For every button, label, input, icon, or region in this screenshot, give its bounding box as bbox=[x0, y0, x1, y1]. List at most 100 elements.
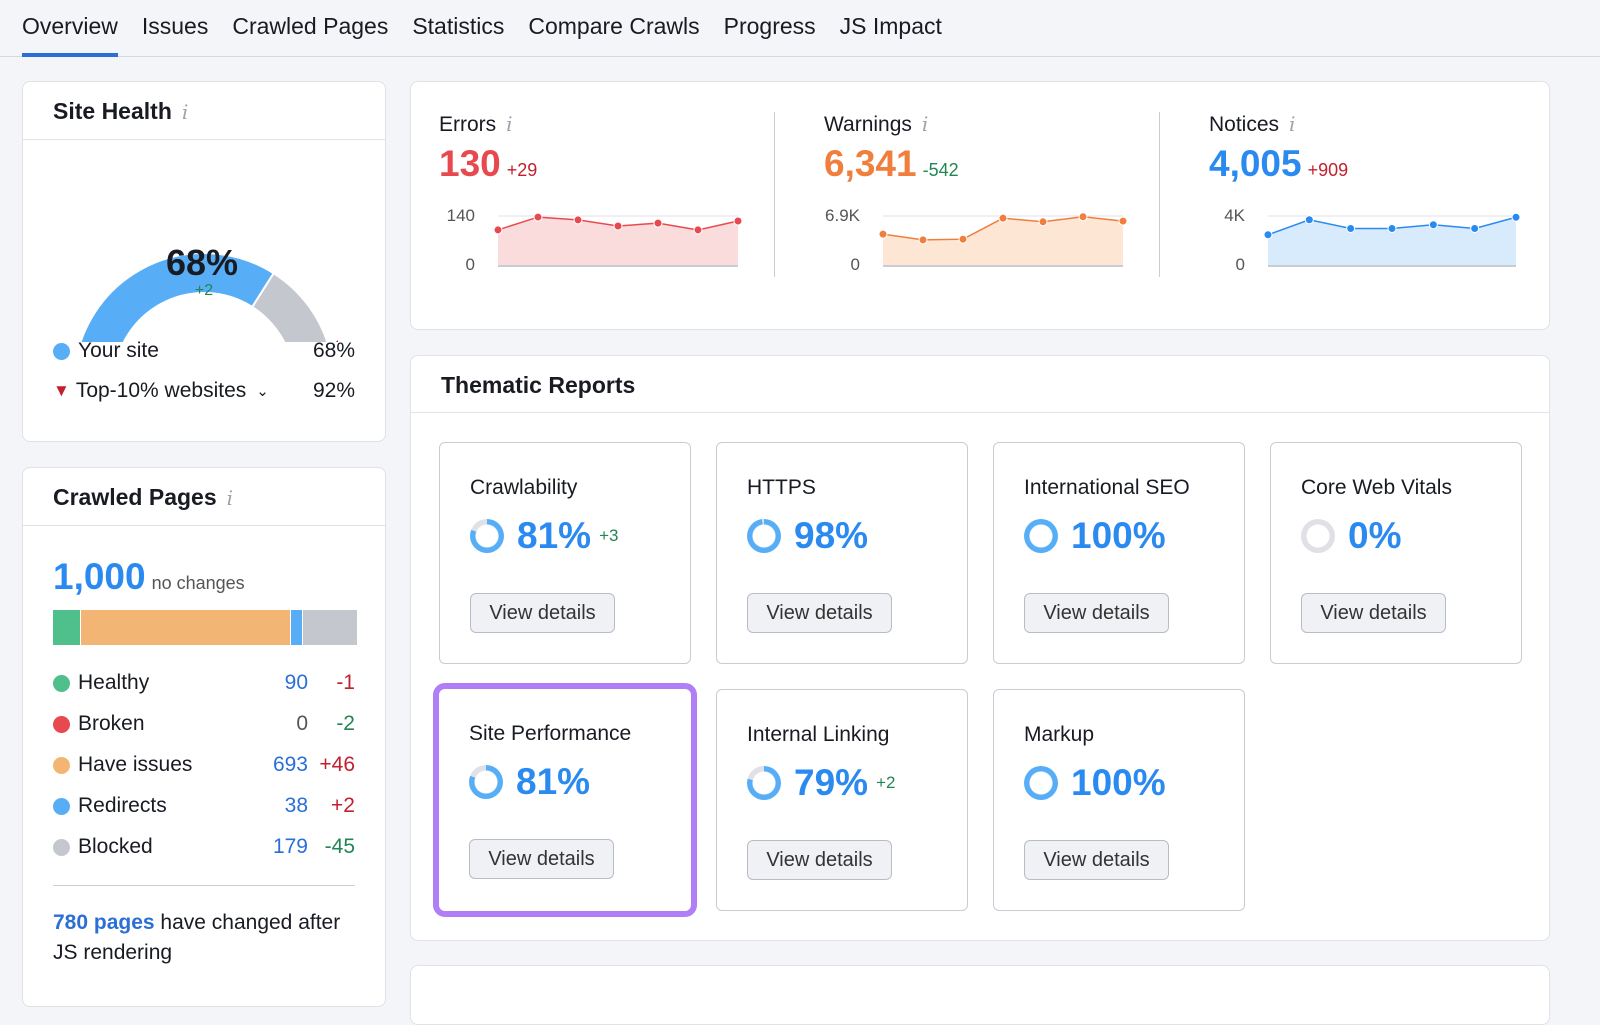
data-point bbox=[1078, 212, 1088, 222]
report-core-web-vitals[interactable]: Core Web Vitals 0% View details bbox=[1270, 442, 1522, 664]
sparkline-warnings bbox=[878, 212, 1128, 267]
divider bbox=[1159, 112, 1160, 277]
view-details-button[interactable]: View details bbox=[1024, 840, 1169, 880]
item-value[interactable]: 0 bbox=[296, 712, 308, 735]
view-details-button[interactable]: View details bbox=[747, 840, 892, 880]
view-details-button[interactable]: View details bbox=[470, 593, 615, 633]
y-tick-max: 140 bbox=[446, 206, 475, 225]
view-details-button[interactable]: View details bbox=[747, 593, 892, 633]
report-name: HTTPS bbox=[747, 476, 816, 499]
item-value[interactable]: 90 bbox=[284, 671, 308, 694]
bar-segment-redirects[interactable] bbox=[290, 610, 303, 645]
crawled-item[interactable]: Healthy 90 -1 bbox=[53, 671, 355, 695]
bar-segment-healthy[interactable] bbox=[53, 610, 81, 645]
item-delta: -1 bbox=[336, 671, 355, 694]
tab-compare-crawls[interactable]: Compare Crawls bbox=[528, 13, 700, 39]
crawled-pages-bar bbox=[53, 610, 357, 645]
legend-top10[interactable]: ▼ Top-10% websites ⌄ 92% bbox=[53, 379, 355, 403]
top10-marker-icon bbox=[335, 340, 339, 342]
sparkline-errors bbox=[493, 212, 743, 267]
view-details-button[interactable]: View details bbox=[1024, 593, 1169, 633]
bar-segment-have-issues[interactable] bbox=[81, 610, 290, 645]
item-delta: -2 bbox=[336, 712, 355, 735]
report-markup[interactable]: Markup 100% View details bbox=[993, 689, 1245, 911]
tab-issues[interactable]: Issues bbox=[141, 13, 209, 39]
metric-value[interactable]: 4,005 bbox=[1209, 143, 1302, 184]
data-point bbox=[1470, 224, 1480, 233]
item-value[interactable]: 38 bbox=[284, 794, 308, 817]
legend-label: Your site bbox=[78, 339, 159, 362]
tab-bar: Overview Issues Crawled Pages Statistics Com… bbox=[0, 0, 1600, 57]
progress-ring-icon bbox=[470, 519, 504, 553]
legend-value: 68% bbox=[312, 339, 355, 362]
report-value[interactable]: 98% bbox=[794, 515, 869, 556]
metric-delta: +29 bbox=[506, 160, 538, 180]
view-details-button[interactable]: View details bbox=[1301, 593, 1446, 633]
report-value[interactable]: 81% bbox=[517, 515, 592, 556]
report-value[interactable]: 0% bbox=[1348, 515, 1402, 556]
report-value[interactable]: 100% bbox=[1071, 762, 1166, 803]
health-gauge bbox=[79, 252, 339, 342]
tab-progress[interactable]: Progress bbox=[723, 13, 816, 39]
report-crawlability[interactable]: Crawlability 81% +3 View details bbox=[439, 442, 691, 664]
metric-warnings: Warnings i 6,341 -542 bbox=[824, 112, 959, 185]
tab-statistics[interactable]: Statistics bbox=[412, 13, 505, 39]
js-pages-link[interactable]: 780 pages bbox=[53, 911, 155, 934]
item-value[interactable]: 693 bbox=[272, 753, 308, 776]
data-point bbox=[918, 235, 928, 245]
crawled-item[interactable]: Redirects 38 +2 bbox=[53, 794, 355, 818]
crawled-item[interactable]: Have issues 693 +46 bbox=[53, 753, 355, 777]
tab-js-impact[interactable]: JS Impact bbox=[839, 13, 942, 39]
item-delta: -45 bbox=[324, 835, 355, 858]
status-dot-icon bbox=[53, 797, 70, 815]
metric-delta: -542 bbox=[922, 160, 959, 180]
crawled-total[interactable]: 1,000 bbox=[53, 556, 146, 597]
metric-value[interactable]: 6,341 bbox=[824, 143, 917, 184]
gauge-gap bbox=[250, 271, 329, 342]
js-rendering-note: 780 pages have changed after JS renderin… bbox=[53, 908, 355, 968]
divider bbox=[53, 885, 355, 886]
report-value[interactable]: 81% bbox=[516, 761, 591, 802]
progress-ring-icon bbox=[747, 519, 781, 553]
metric-value[interactable]: 130 bbox=[439, 143, 501, 184]
report-https[interactable]: HTTPS 98% View details bbox=[716, 442, 968, 664]
progress-ring-icon bbox=[747, 766, 781, 800]
info-icon[interactable]: i bbox=[181, 100, 189, 124]
issues-summary-card: Errors i 130 +29 140 0 Warnings i 6,341 -542 6.9K 0… bbox=[410, 81, 1550, 330]
data-point bbox=[958, 234, 968, 244]
info-icon[interactable]: i bbox=[506, 112, 513, 136]
report-site-performance[interactable]: Site Performance 81% View details bbox=[433, 683, 697, 917]
item-delta: +46 bbox=[319, 753, 355, 776]
gauge-your-site bbox=[79, 252, 276, 342]
crawled-item[interactable]: Blocked 179 -45 bbox=[53, 835, 355, 859]
info-icon[interactable]: i bbox=[921, 112, 929, 136]
metric-label[interactable]: Notices bbox=[1209, 113, 1280, 136]
sparkline-area bbox=[1268, 217, 1516, 266]
metric-errors: Errors i 130 +29 bbox=[439, 112, 537, 185]
bar-segment-blocked[interactable] bbox=[303, 610, 357, 645]
report-international-seo[interactable]: International SEO 100% View details bbox=[993, 442, 1245, 664]
info-icon[interactable]: i bbox=[1289, 112, 1296, 136]
item-label: Blocked bbox=[78, 835, 153, 858]
tab-crawled-pages[interactable]: Crawled Pages bbox=[232, 13, 389, 39]
triangle-down-icon: ▼ bbox=[53, 381, 70, 400]
info-icon[interactable]: i bbox=[226, 486, 234, 510]
thematic-reports-card: Thematic Reports Crawlability 81% +3 View d… bbox=[410, 355, 1550, 941]
data-point bbox=[1118, 216, 1128, 226]
report-value[interactable]: 79% bbox=[794, 762, 869, 803]
next-card bbox=[410, 965, 1550, 1025]
item-label: Healthy bbox=[78, 671, 150, 694]
report-internal-linking[interactable]: Internal Linking 79% +2 View details bbox=[716, 689, 968, 911]
tab-overview[interactable]: Overview bbox=[22, 0, 118, 57]
view-details-button[interactable]: View details bbox=[469, 839, 614, 879]
item-value[interactable]: 179 bbox=[272, 835, 308, 858]
sparkline-area bbox=[883, 216, 1123, 266]
data-point bbox=[653, 218, 663, 228]
crawled-item[interactable]: Broken 0 -2 bbox=[53, 712, 355, 736]
status-dot-icon bbox=[53, 838, 70, 856]
legend-value: 92% bbox=[312, 379, 355, 402]
report-value[interactable]: 100% bbox=[1071, 515, 1166, 556]
metric-label[interactable]: Warnings bbox=[824, 113, 912, 136]
chevron-down-icon[interactable]: ⌄ bbox=[256, 383, 269, 400]
metric-label[interactable]: Errors bbox=[439, 113, 497, 136]
